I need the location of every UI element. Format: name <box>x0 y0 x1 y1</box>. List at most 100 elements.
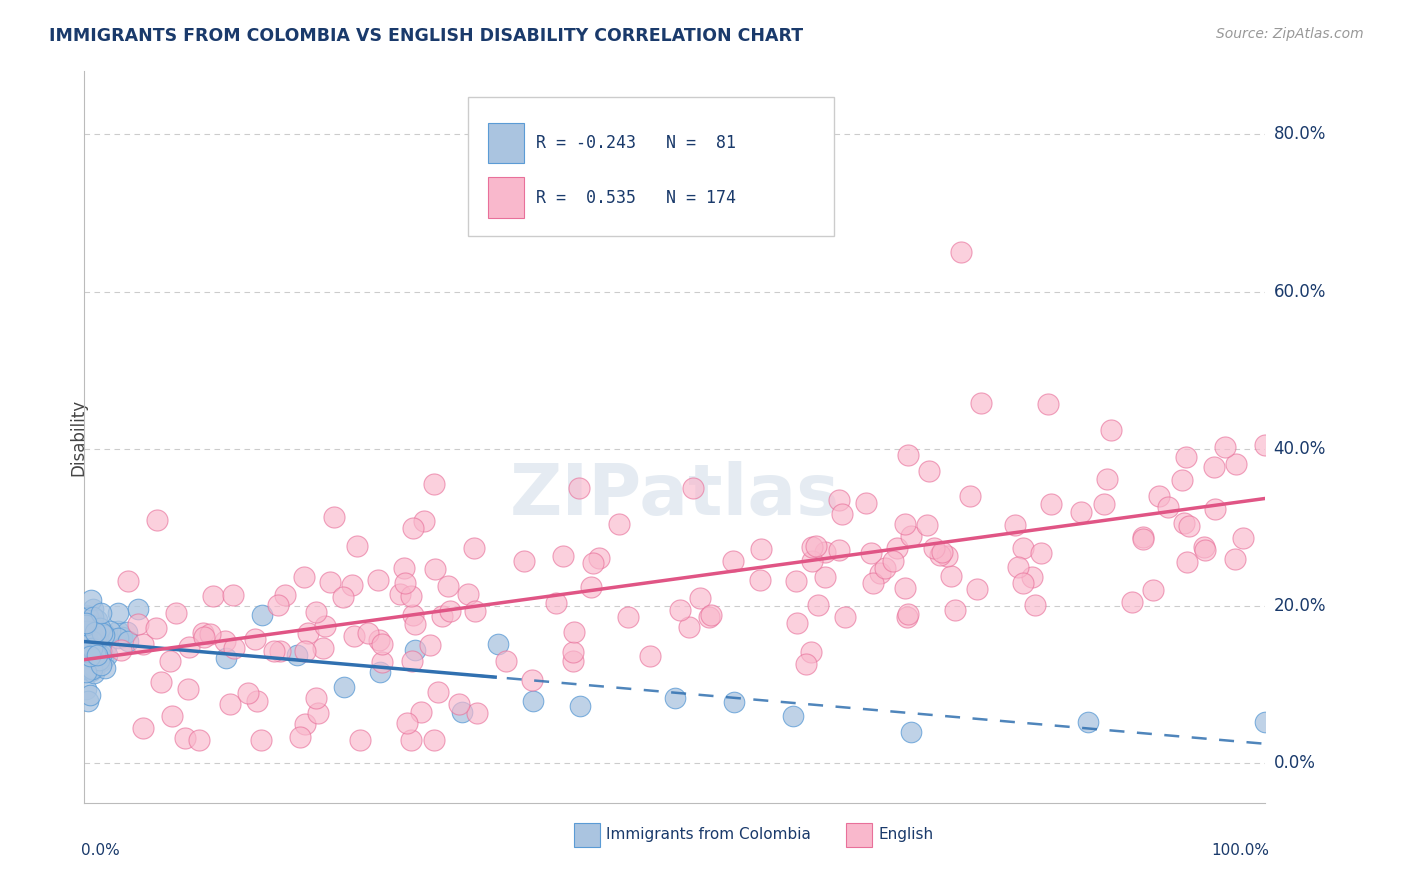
Text: 80.0%: 80.0% <box>1274 125 1326 144</box>
Point <box>749 541 772 556</box>
Point <box>721 554 744 568</box>
Point <box>75 607 97 622</box>
Point <box>893 581 915 595</box>
Point <box>285 648 308 662</box>
Point <box>1092 497 1115 511</box>
Point <box>160 709 183 723</box>
Point <box>1029 546 1052 560</box>
Point <box>159 654 181 668</box>
Point <box>333 681 356 695</box>
Point <box>219 697 242 711</box>
Point <box>931 545 953 559</box>
Point <box>75 635 97 649</box>
Point <box>246 694 269 708</box>
Point <box>682 481 704 495</box>
Point <box>111 630 134 644</box>
Point <box>91 646 114 660</box>
Point <box>86 648 108 662</box>
Point <box>814 545 837 559</box>
Point <box>1011 576 1033 591</box>
Point <box>267 599 290 613</box>
Point <box>522 694 544 708</box>
Point <box>79 626 101 640</box>
Point <box>145 621 167 635</box>
Point <box>582 556 605 570</box>
Point <box>319 575 342 590</box>
Point <box>1225 458 1247 472</box>
Point <box>188 732 211 747</box>
Point <box>367 633 389 648</box>
Point <box>419 638 441 652</box>
Point <box>274 588 297 602</box>
Point <box>1204 501 1226 516</box>
Point <box>323 510 346 524</box>
Text: 40.0%: 40.0% <box>1274 440 1326 458</box>
Point <box>449 698 471 712</box>
Point <box>465 706 488 720</box>
Point <box>918 464 941 478</box>
Point <box>886 541 908 555</box>
Point <box>107 624 129 638</box>
Point <box>177 681 200 696</box>
Text: 60.0%: 60.0% <box>1274 283 1326 301</box>
Point <box>145 514 167 528</box>
FancyBboxPatch shape <box>488 122 523 163</box>
Point <box>292 570 315 584</box>
Point <box>966 582 988 596</box>
Point <box>1007 559 1029 574</box>
Point <box>1036 397 1059 411</box>
Point <box>82 634 104 648</box>
Point <box>165 607 187 621</box>
Point <box>174 731 197 746</box>
Point <box>900 529 922 543</box>
Point <box>83 647 105 661</box>
Point <box>785 574 807 588</box>
Point <box>127 617 149 632</box>
Point <box>562 624 585 639</box>
Point <box>394 576 416 591</box>
Point <box>1004 518 1026 533</box>
Point <box>638 649 661 664</box>
Point <box>1101 423 1123 437</box>
Point <box>427 685 450 699</box>
Point <box>402 521 425 535</box>
Point <box>561 645 583 659</box>
Point <box>862 576 884 591</box>
Point <box>83 651 105 665</box>
Point <box>87 653 110 667</box>
Point <box>786 615 808 630</box>
Point <box>288 731 311 745</box>
Point <box>389 587 412 601</box>
Point <box>80 661 103 675</box>
Point <box>900 725 922 739</box>
Point <box>782 709 804 723</box>
Point <box>75 615 97 630</box>
Text: 0.0%: 0.0% <box>80 843 120 858</box>
Point <box>806 599 828 613</box>
Point <box>86 613 108 627</box>
Point <box>77 664 100 678</box>
Point <box>75 665 97 679</box>
Text: 20.0%: 20.0% <box>1274 597 1326 615</box>
Point <box>243 632 266 647</box>
Point <box>191 626 214 640</box>
Point <box>343 629 366 643</box>
Y-axis label: Disability: Disability <box>70 399 87 475</box>
Point <box>149 675 172 690</box>
Point <box>432 608 454 623</box>
Point <box>928 549 950 563</box>
Point <box>93 626 115 640</box>
Point <box>568 481 591 495</box>
Point <box>1070 505 1092 519</box>
Point <box>76 624 98 639</box>
Point <box>1204 459 1226 474</box>
Point <box>860 546 883 560</box>
Point <box>82 601 104 615</box>
Point <box>179 640 201 655</box>
Point <box>959 489 981 503</box>
Point <box>669 602 692 616</box>
Point <box>82 610 104 624</box>
Point <box>77 649 100 664</box>
Point <box>75 618 97 632</box>
Point <box>214 634 236 648</box>
